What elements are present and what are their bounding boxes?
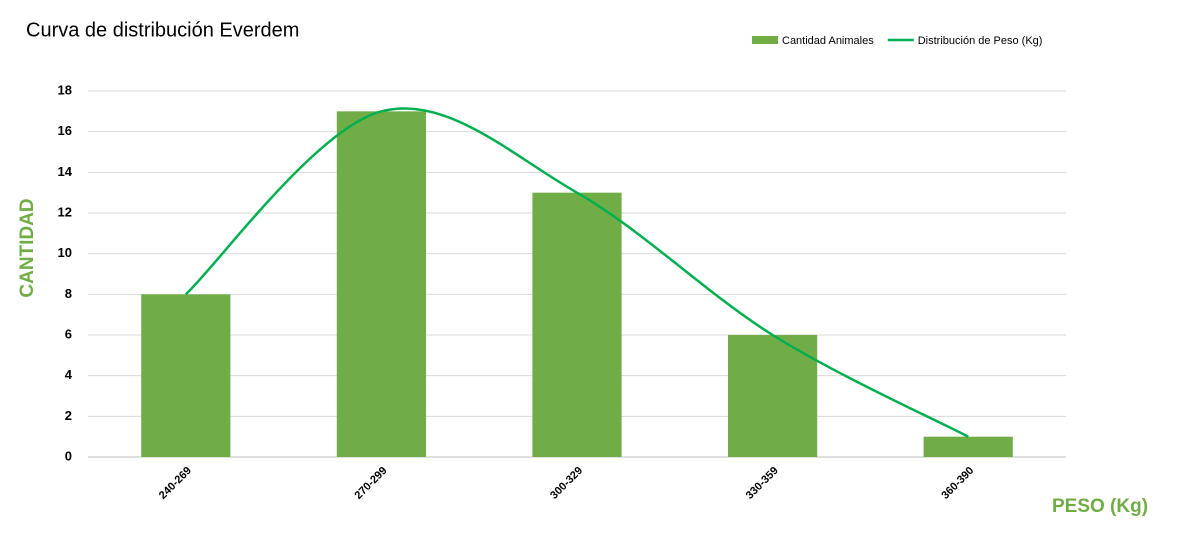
y-tick-label: 8 bbox=[65, 286, 72, 301]
y-tick-label: 14 bbox=[58, 164, 73, 179]
chart-title: Curva de distribución Everdem bbox=[26, 19, 299, 41]
y-tick-label: 10 bbox=[58, 245, 72, 260]
x-tick-label: 270-299 bbox=[353, 465, 390, 502]
y-tick-label: 18 bbox=[58, 82, 72, 97]
x-tick-label: 240-269 bbox=[157, 465, 194, 502]
x-tick-label: 360-390 bbox=[939, 465, 976, 502]
bar bbox=[923, 436, 1013, 457]
legend-label: Cantidad Animales bbox=[782, 35, 874, 47]
y-tick-label: 6 bbox=[65, 326, 72, 341]
y-tick-label: 16 bbox=[58, 123, 72, 138]
y-tick-label: 12 bbox=[58, 204, 72, 219]
y-tick-label: 0 bbox=[65, 448, 72, 463]
bar bbox=[141, 294, 231, 457]
x-axis-title: PESO (Kg) bbox=[1052, 496, 1148, 517]
legend-swatch bbox=[752, 36, 778, 44]
y-tick-label: 4 bbox=[65, 367, 73, 382]
bar bbox=[728, 335, 818, 457]
x-tick-label: 330-359 bbox=[744, 465, 781, 502]
line bbox=[184, 107, 969, 438]
legend-label: Distribución de Peso (Kg) bbox=[918, 35, 1043, 47]
y-axis-title: CANTIDAD bbox=[17, 198, 38, 297]
x-tick-label: 300-329 bbox=[548, 465, 585, 502]
bar bbox=[532, 192, 622, 457]
bar bbox=[336, 111, 426, 457]
y-tick-label: 2 bbox=[65, 408, 72, 423]
